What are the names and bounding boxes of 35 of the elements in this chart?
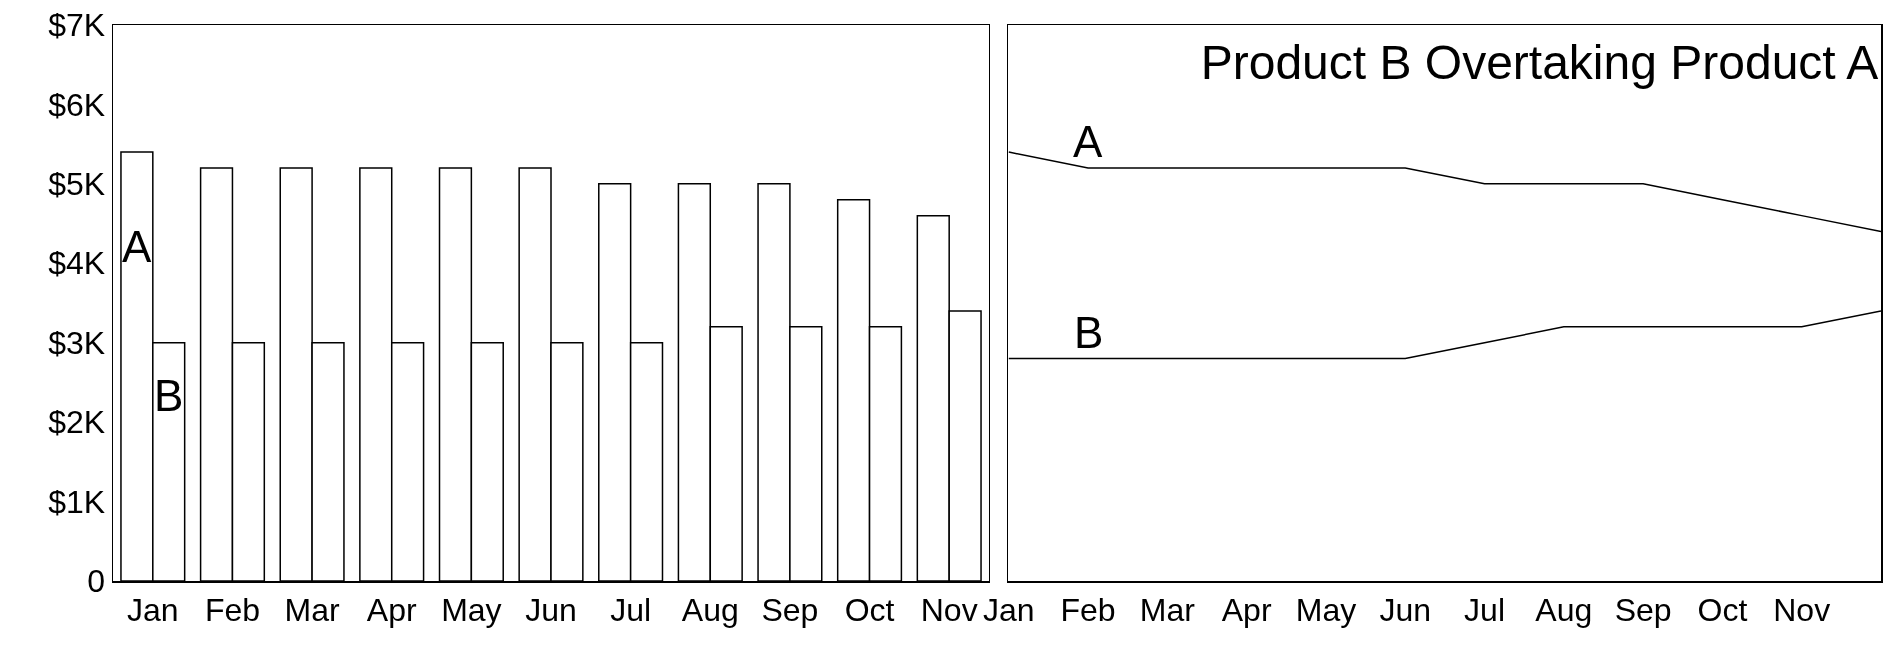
series-label: A [122,222,152,271]
y-tick-label: $3K [48,324,106,361]
x-tick-label: Aug [1535,591,1593,628]
x-tick-label: Mar [284,591,340,628]
series-label: B [1074,308,1104,357]
y-tick-label: $6K [48,86,106,123]
y-tick-label: $7K [48,7,106,44]
x-tick-label: Feb [204,591,261,628]
x-tick-label: Jul [610,591,652,628]
y-tick-label: $5K [48,166,106,203]
x-tick-label: Jun [525,591,577,628]
x-tick-label: Jan [127,591,179,628]
x-tick-label: May [441,591,502,628]
x-tick-label: Jun [1379,591,1432,628]
x-tick-label: Mar [1139,591,1196,628]
y-tick-label: $4K [48,245,106,282]
x-tick-label: Nov [920,591,978,628]
y-tick-label: $2K [48,404,106,441]
x-tick-label: May [1295,591,1357,628]
chart-title: Product B Overtaking Product A [1200,36,1879,90]
x-tick-label: Jul [1464,591,1505,628]
x-tick-label: Nov [1773,591,1831,628]
x-tick-label: Oct [844,591,895,628]
x-tick-label: Aug [681,591,739,628]
x-tick-label: Oct [1697,591,1748,628]
x-tick-label: Jan [982,591,1035,628]
x-tick-label: Apr [366,591,417,628]
series-label: A [1073,117,1103,166]
x-tick-label: Feb [1060,591,1116,628]
series-label: B [154,371,184,420]
x-tick-label: Sep [761,591,819,628]
x-tick-label: Apr [1221,591,1272,628]
y-tick-label: $1K [48,483,106,520]
y-tick-label: 0 [87,563,106,600]
x-tick-label: Sep [1614,591,1672,628]
